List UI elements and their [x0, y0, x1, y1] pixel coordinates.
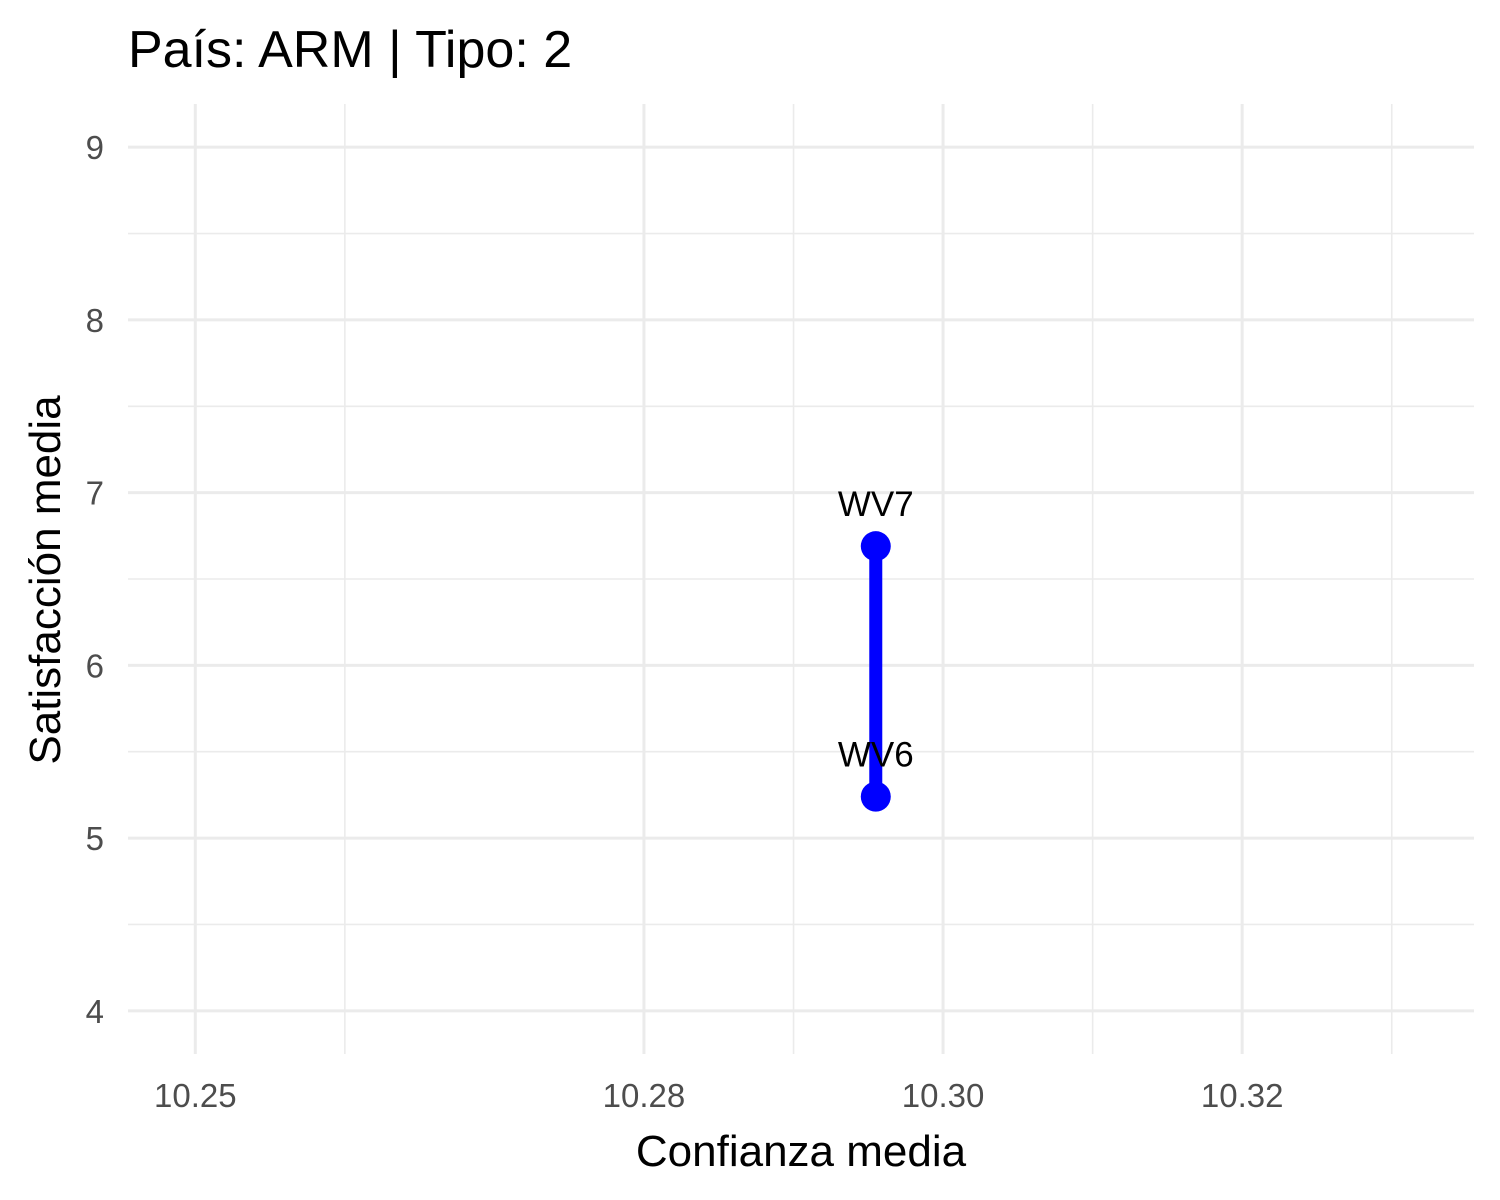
x-axis-title: Confianza media — [636, 1127, 967, 1176]
x-tick-label: 10.30 — [902, 1077, 985, 1114]
y-axis-tick-labels: 4 5 6 7 8 9 — [86, 129, 104, 1030]
y-tick-label: 8 — [86, 302, 104, 339]
chart-title: País: ARM | Tipo: 2 — [128, 21, 572, 79]
major-gridlines — [128, 104, 1474, 1054]
y-tick-label: 5 — [86, 820, 104, 857]
data-point-wv7 — [860, 531, 891, 562]
x-tick-label: 10.25 — [154, 1077, 237, 1114]
y-tick-label: 9 — [86, 129, 104, 166]
data-series: WV6 WV7 — [838, 485, 914, 812]
x-tick-label: 10.32 — [1201, 1077, 1284, 1114]
y-tick-label: 6 — [86, 647, 104, 684]
y-tick-label: 4 — [86, 993, 104, 1030]
y-tick-label: 7 — [86, 475, 104, 512]
x-tick-label: 10.28 — [603, 1077, 686, 1114]
data-label-wv7: WV7 — [838, 485, 914, 524]
y-axis-title: Satisfacción media — [21, 395, 70, 765]
x-axis-tick-labels: 10.25 10.28 10.30 10.32 — [154, 1077, 1283, 1114]
data-label-wv6: WV6 — [838, 736, 914, 775]
minor-gridlines — [128, 104, 1474, 1054]
data-point-wv6 — [860, 781, 891, 812]
